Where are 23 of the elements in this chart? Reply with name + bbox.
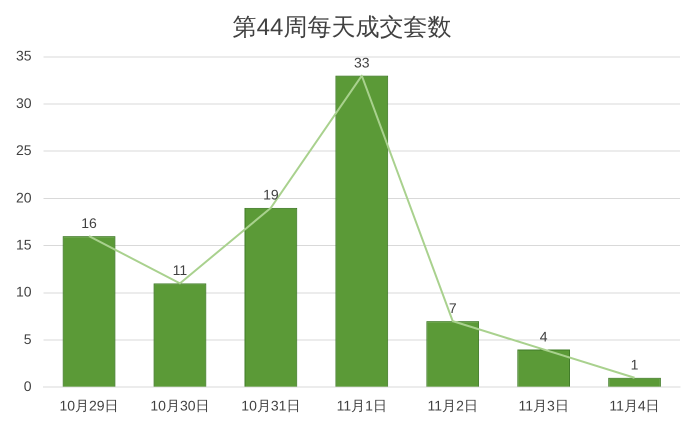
data-label: 4 [540,328,548,344]
y-tick-label: 5 [24,330,32,347]
data-label: 33 [354,54,370,71]
y-tick-label: 0 [24,378,32,394]
x-tick-label: 11月2日 [428,397,478,414]
y-tick-label: 25 [16,142,32,158]
y-tick-label: 35 [16,48,32,64]
x-tick-label: 11月4日 [609,397,660,414]
data-label: 16 [81,215,98,232]
data-label: 11 [172,262,188,278]
chart-title: 第44周每天成交套数 [232,14,452,42]
data-label: 19 [263,186,279,203]
data-label: 1 [630,356,639,373]
x-tick-label: 11月3日 [518,397,569,414]
y-tick-label: 20 [16,189,32,206]
data-label: 7 [448,300,457,316]
y-tick-label: 30 [16,94,32,111]
x-tick-label: 11月1日 [336,397,387,414]
x-tick-label: 10月31日 [241,397,300,414]
y-tick-label: 10 [16,284,32,300]
y-tick-label: 15 [16,236,32,252]
x-tick-label: 10月29日 [59,397,119,414]
x-tick-label: 10月30日 [150,397,210,414]
